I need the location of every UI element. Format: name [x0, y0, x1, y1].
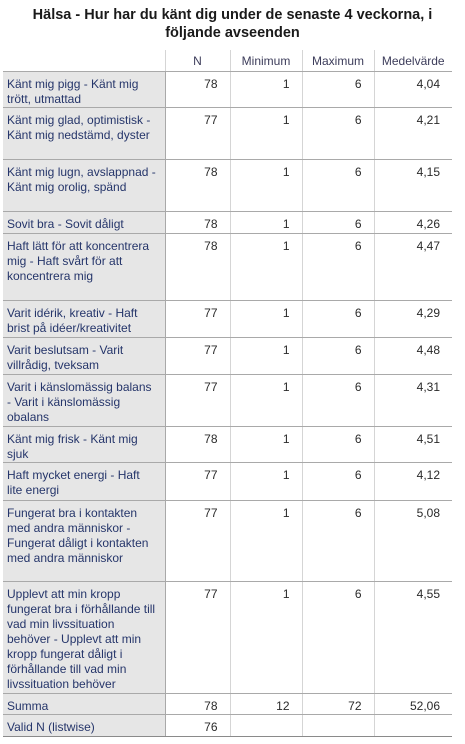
table-body: Känt mig pigg - Känt mig trött, utmattad…: [3, 71, 452, 737]
cell-n: 77: [165, 581, 230, 694]
header-medelvarde: Medelvärde: [373, 50, 452, 72]
table-row: Varit idérik, kreativ - Haft brist på id…: [3, 300, 452, 338]
row-label: Haft mycket energi - Haft lite energi: [3, 462, 166, 501]
cell-medelvarde: 52,06: [373, 693, 452, 715]
cell-minimum: [229, 714, 302, 737]
cell-maximum: 6: [301, 374, 374, 427]
cell-maximum: 6: [301, 462, 374, 501]
cell-medelvarde: 4,29: [373, 300, 452, 338]
cell-minimum: 1: [229, 426, 302, 463]
row-label: Känt mig frisk - Känt mig sjuk: [3, 426, 166, 463]
cell-minimum: 1: [229, 500, 302, 582]
table-row: Känt mig lugn, avslappnad - Känt mig oro…: [3, 159, 452, 212]
cell-medelvarde: [373, 714, 452, 737]
row-label: Haft lätt för att koncentrera mig - Haft…: [3, 233, 166, 301]
cell-n: 77: [165, 107, 230, 160]
cell-minimum: 1: [229, 211, 302, 234]
row-label: Fungerat bra i kontakten med andra männi…: [3, 500, 166, 582]
descriptive-statistics-table: N Minimum Maximum Medelvärde Känt mig pi…: [3, 50, 452, 737]
cell-medelvarde: 4,55: [373, 581, 452, 694]
cell-minimum: 1: [229, 159, 302, 212]
cell-medelvarde: 4,26: [373, 211, 452, 234]
cell-medelvarde: 4,47: [373, 233, 452, 301]
cell-maximum: [301, 714, 374, 737]
table-row: Känt mig pigg - Känt mig trött, utmattad…: [3, 71, 452, 108]
table-row: Fungerat bra i kontakten med andra männi…: [3, 500, 452, 582]
cell-medelvarde: 4,04: [373, 71, 452, 108]
table-row: Känt mig glad, optimistisk - Känt mig ne…: [3, 107, 452, 160]
cell-n: 78: [165, 233, 230, 301]
cell-medelvarde: 4,21: [373, 107, 452, 160]
cell-minimum: 1: [229, 233, 302, 301]
cell-minimum: 1: [229, 107, 302, 160]
cell-maximum: 6: [301, 300, 374, 338]
table-row: Haft mycket energi - Haft lite energi 77 1…: [3, 462, 452, 501]
cell-n: 77: [165, 374, 230, 427]
header-row: N Minimum Maximum Medelvärde: [3, 50, 452, 72]
table-row: Haft lätt för att koncentrera mig - Haft…: [3, 233, 452, 301]
header-maximum: Maximum: [301, 50, 374, 72]
cell-minimum: 1: [229, 71, 302, 108]
cell-n: 76: [165, 714, 230, 737]
cell-maximum: 6: [301, 581, 374, 694]
cell-maximum: 6: [301, 159, 374, 212]
cell-n: 78: [165, 426, 230, 463]
cell-medelvarde: 4,31: [373, 374, 452, 427]
table-row: Känt mig frisk - Känt mig sjuk 78 1 6 4,51: [3, 426, 452, 463]
cell-n: 78: [165, 693, 230, 715]
row-label: Valid N (listwise): [3, 714, 166, 737]
header-minimum: Minimum: [229, 50, 302, 72]
cell-maximum: 6: [301, 71, 374, 108]
cell-n: 78: [165, 211, 230, 234]
cell-medelvarde: 5,08: [373, 500, 452, 582]
row-label: Känt mig glad, optimistisk - Känt mig ne…: [3, 107, 166, 160]
cell-maximum: 6: [301, 233, 374, 301]
row-label: Känt mig lugn, avslappnad - Känt mig oro…: [3, 159, 166, 212]
cell-minimum: 1: [229, 581, 302, 694]
row-label: Varit i känslomässig balans - Varit i kä…: [3, 374, 166, 427]
cell-minimum: 1: [229, 462, 302, 501]
header-corner: [3, 50, 165, 72]
cell-minimum: 12: [229, 693, 302, 715]
row-label: Upplevt att min kropp fungerat bra i för…: [3, 581, 166, 694]
cell-medelvarde: 4,12: [373, 462, 452, 501]
table-title: Hälsa - Hur har du känt dig under de sen…: [32, 7, 433, 41]
table-row: Summa 78 12 72 52,06: [3, 693, 452, 715]
cell-maximum: 6: [301, 107, 374, 160]
table-row: Valid N (listwise) 76: [3, 714, 452, 737]
table-row: Varit i känslomässig balans - Varit i kä…: [3, 374, 452, 427]
cell-maximum: 6: [301, 337, 374, 375]
cell-maximum: 6: [301, 211, 374, 234]
cell-minimum: 1: [229, 374, 302, 427]
cell-medelvarde: 4,51: [373, 426, 452, 463]
table-row: Upplevt att min kropp fungerat bra i för…: [3, 581, 452, 694]
cell-minimum: 1: [229, 300, 302, 338]
cell-maximum: 6: [301, 426, 374, 463]
row-label: Varit idérik, kreativ - Haft brist på id…: [3, 300, 166, 338]
cell-medelvarde: 4,48: [373, 337, 452, 375]
row-label: Summa: [3, 693, 166, 715]
cell-minimum: 1: [229, 337, 302, 375]
table-row: Sovit bra - Sovit dåligt 78 1 6 4,26: [3, 211, 452, 234]
cell-n: 77: [165, 462, 230, 501]
cell-n: 77: [165, 337, 230, 375]
row-label: Varit beslutsam - Varit villrådig, tveks…: [3, 337, 166, 375]
cell-maximum: 6: [301, 500, 374, 582]
cell-n: 78: [165, 71, 230, 108]
cell-n: 77: [165, 300, 230, 338]
cell-medelvarde: 4,15: [373, 159, 452, 212]
cell-n: 78: [165, 159, 230, 212]
cell-n: 77: [165, 500, 230, 582]
row-label: Känt mig pigg - Känt mig trött, utmattad: [3, 71, 166, 108]
header-n: N: [164, 50, 230, 72]
row-label: Sovit bra - Sovit dåligt: [3, 211, 166, 234]
cell-maximum: 72: [301, 693, 374, 715]
table-row: Varit beslutsam - Varit villrådig, tveks…: [3, 337, 452, 375]
